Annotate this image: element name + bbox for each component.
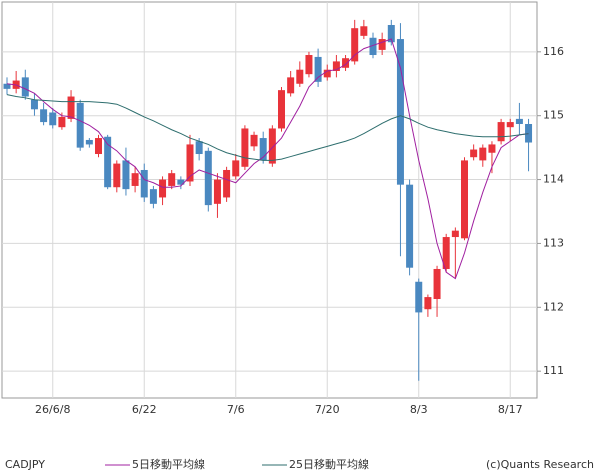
candle-body [314,56,322,82]
candle-body [287,77,295,94]
candle-body [323,69,331,78]
candle-body [506,122,514,128]
candle-body [122,160,130,190]
legend-label: 5日移動平均線 [132,457,205,471]
candle-body [140,169,148,198]
candle-body [241,128,249,167]
candle-body [204,150,212,206]
x-tick-label: 7/6 [227,403,245,416]
candle-body [250,134,258,147]
candle-body [351,28,359,62]
candle-body [488,144,496,153]
candle-body [40,109,48,123]
x-tick-label: 7/20 [315,403,340,416]
candle-body [3,83,11,89]
candle-body [305,55,313,75]
candle-body [433,268,441,299]
candle-body [232,160,240,177]
candle-body [195,141,203,155]
y-tick-label: 111 [543,364,564,377]
candle-body [30,99,38,110]
x-tick-label: 26/6/8 [35,403,70,416]
candle-body [525,123,533,143]
candle-body [406,184,414,268]
candle-body [104,136,112,188]
candle-body [76,102,84,148]
candle-body [369,37,377,56]
candle-body [259,138,267,161]
candle-body [213,179,221,204]
candle-body [461,160,468,239]
candle-body [278,90,285,129]
candle-body [149,189,157,204]
candle-body [497,122,505,142]
y-tick-label: 112 [543,300,564,313]
candle-body [131,173,139,186]
candle-body [342,58,350,68]
candle-body [378,39,386,50]
candle-body [387,24,395,43]
y-tick-label: 116 [543,45,564,58]
candle-body [113,163,121,188]
candle-body [168,173,176,186]
x-tick-label: 6/22 [132,403,157,416]
candle-body [451,230,459,238]
candle-body [177,179,185,185]
candle-body [360,26,368,36]
candle-body [21,77,29,97]
candle-body [396,39,404,185]
candle-body [268,128,276,164]
candle-body [223,169,231,198]
candle-body [58,116,66,128]
legend-label: 25日移動平均線 [289,457,369,471]
y-tick-label: 114 [543,173,564,186]
moving-average-line [6,94,529,161]
candle-body [67,96,75,119]
candle-body [49,112,57,126]
credit: (c)Quants Research [486,458,594,471]
candle-body [479,147,487,161]
plot-frame [1,1,538,399]
candle-body [85,139,93,145]
candle-body [470,149,478,158]
candle-body [95,138,102,155]
candle-body [442,237,450,269]
y-tick-label: 115 [543,109,564,122]
candle-body [186,144,194,182]
x-tick-label: 8/3 [410,403,428,416]
candle-body [515,118,523,124]
candle-body [159,179,167,198]
candle-body [296,69,304,84]
candle-body [415,281,423,313]
moving-average-line [6,38,529,280]
candle-body [332,61,340,71]
y-tick-label: 113 [543,236,564,249]
candle-body [424,297,432,310]
symbol: CADJPY [5,458,45,471]
x-tick-label: 8/17 [498,403,523,416]
